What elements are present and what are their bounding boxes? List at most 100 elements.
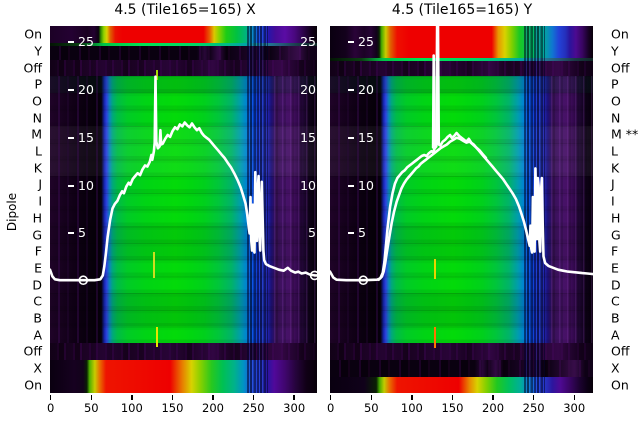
row-label-P-3: P xyxy=(34,76,42,92)
heatmap-left-streaks xyxy=(330,76,380,343)
row-label-L-7: L xyxy=(611,143,618,159)
row-label-H-11: H xyxy=(32,210,42,226)
curve-endpoint-marker xyxy=(309,270,317,281)
row-label-A-18: A xyxy=(611,327,620,343)
row-label-Off-19: Off xyxy=(23,343,42,359)
y-tick-mark xyxy=(68,89,74,91)
flagged-channel-mark xyxy=(156,327,159,347)
flagged-channel-mark xyxy=(433,327,436,348)
y-tick-mark xyxy=(348,89,354,91)
row-label-M-6: M xyxy=(31,126,42,142)
curve-endpoint-marker xyxy=(358,275,369,286)
x-tick-mark xyxy=(573,395,575,400)
x-tick-label: 100 xyxy=(400,401,423,415)
y-tick-label: 15 xyxy=(358,130,374,146)
y-tick-label-right: 10 xyxy=(300,177,316,193)
y-tick-label-right: 20 xyxy=(300,82,316,98)
power-curve-overlay xyxy=(50,75,317,286)
x-tick-label: 250 xyxy=(242,401,265,415)
row-label-Y-1: Y xyxy=(611,43,619,59)
row-label-G-12: G xyxy=(611,227,621,243)
row-label-M-6: M ** xyxy=(611,126,639,142)
x-tick-label: 200 xyxy=(202,401,224,415)
y-tick-label: 10 xyxy=(358,177,374,193)
y-tick-mark xyxy=(68,232,74,235)
x-tick-label: 50 xyxy=(363,401,379,415)
heatmap-panel-y: 25 20 15 10 5 xyxy=(330,26,593,393)
x-tick-mark xyxy=(370,395,372,400)
x-tick-label: 300 xyxy=(563,401,586,415)
y-tick-label: 25 xyxy=(78,34,94,50)
x-tick-mark xyxy=(532,395,535,400)
power-X xyxy=(50,75,317,282)
row-label-H-11: H xyxy=(611,210,621,226)
y-tick-label: 5 xyxy=(78,225,86,241)
heatmap-band-on-bottom xyxy=(50,360,317,393)
y-tick-mark xyxy=(348,41,354,44)
power-Y-spike xyxy=(431,54,436,149)
x-tick-label: 0 xyxy=(327,401,335,415)
row-label-I-10: I xyxy=(38,193,42,209)
x-tick-label: 300 xyxy=(283,401,306,415)
x-tick-label: 150 xyxy=(441,401,464,415)
x-tick-mark xyxy=(50,395,52,400)
row-label-N-5: N xyxy=(32,110,42,126)
heatmap-right-streaks xyxy=(270,76,317,343)
flagged-channel-mark xyxy=(433,259,436,279)
row-label-B-17: B xyxy=(611,310,620,326)
row-label-K-8: K xyxy=(33,160,42,176)
row-label-N-5: N xyxy=(611,110,621,126)
x-tick-mark xyxy=(90,395,92,400)
heatmap-band-on-top xyxy=(330,26,593,58)
y-tick-mark xyxy=(348,232,354,235)
flagged-channel-mark xyxy=(153,252,156,278)
y-tick-label: 20 xyxy=(78,82,94,98)
heatmap-band-underline xyxy=(50,43,317,46)
row-label-F-13: F xyxy=(611,243,619,259)
row-label-J-9: J xyxy=(611,176,615,192)
x-tick-label: 200 xyxy=(482,401,505,415)
y-tick-mark xyxy=(68,41,74,44)
x-tick-mark xyxy=(411,395,413,400)
row-label-D-15: D xyxy=(32,277,42,293)
row-label-P-3: P xyxy=(611,76,619,92)
y-tick-mark xyxy=(348,184,354,187)
heatmap-panel-x: 25 25 20 20 15 15 10 10 5 5 xyxy=(50,26,317,393)
x-tick-mark xyxy=(293,395,295,400)
y-tick-label: 20 xyxy=(358,82,374,98)
x-tick-mark xyxy=(131,395,133,400)
flagged-channel-mark xyxy=(155,70,158,80)
y-tick-label: 10 xyxy=(78,177,94,193)
x-tick-mark xyxy=(171,395,174,400)
row-label-I-10: I xyxy=(611,193,615,209)
y-tick-label-right: 15 xyxy=(300,130,316,146)
row-label-On-0: On xyxy=(611,26,629,42)
y-tick-label-right: 25 xyxy=(300,34,316,50)
y-tick-label: 25 xyxy=(358,34,374,50)
row-label-On-0: On xyxy=(24,26,42,42)
heatmap-dipole-blob xyxy=(50,76,317,343)
power-Y xyxy=(330,26,593,282)
row-label-Off-2: Off xyxy=(23,60,42,76)
heatmap-left-streaks xyxy=(50,76,101,343)
row-label-K-8: K xyxy=(611,160,620,176)
row-label-B-17: B xyxy=(33,310,42,326)
y-tick-label: 5 xyxy=(358,225,366,241)
y-tick-label-right: 5 xyxy=(308,225,316,241)
panel-title-y: 4.5 (Tile165=165) Y xyxy=(391,2,533,18)
y-tick-mark xyxy=(68,184,74,187)
y-tick-mark xyxy=(348,136,354,139)
row-label-Off-19: Off xyxy=(611,343,630,359)
row-label-X-20: X xyxy=(611,360,620,376)
row-label-L-7: L xyxy=(35,143,42,159)
x-tick-mark xyxy=(212,395,214,400)
x-tick-label: 0 xyxy=(47,401,55,415)
heatmap-right-streaks xyxy=(546,76,593,343)
row-label-X-20: X xyxy=(33,360,42,376)
x-tick-mark xyxy=(252,395,255,400)
row-label-E-14: E xyxy=(611,260,619,276)
row-label-F-13: F xyxy=(34,243,42,259)
x-tick-label: 250 xyxy=(522,401,545,415)
row-label-On-21: On xyxy=(611,377,629,393)
